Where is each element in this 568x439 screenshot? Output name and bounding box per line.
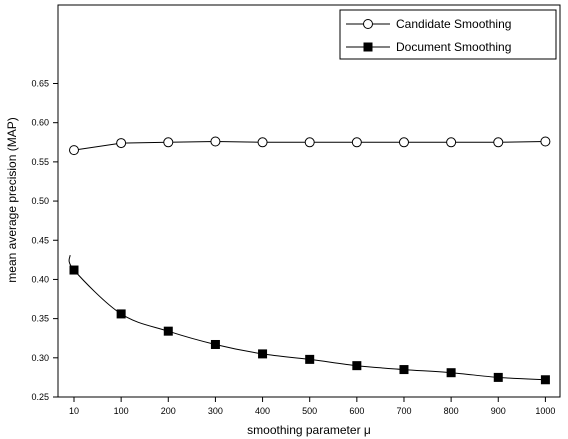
y-tick-label: 0.65	[31, 79, 49, 89]
document-smoothing-point	[399, 365, 409, 375]
x-axis-title: smoothing parameter μ	[247, 423, 371, 437]
x-tick-label: 600	[349, 406, 364, 416]
series-markers	[69, 136, 551, 385]
legend-marker-candidate	[363, 19, 373, 29]
candidate-smoothing-point	[540, 136, 551, 147]
x-tick-label: 400	[255, 406, 270, 416]
candidate-smoothing-point	[257, 137, 268, 148]
candidate-smoothing-point	[304, 137, 315, 148]
x-tick-label: 300	[208, 406, 223, 416]
y-tick-label: 0.60	[31, 118, 49, 128]
x-tick-label: 200	[161, 406, 176, 416]
y-axis-title: mean average precision (MAP)	[5, 117, 19, 282]
plot-frame	[57, 4, 561, 398]
y-tick-label: 0.30	[31, 353, 49, 363]
legend-box	[339, 9, 557, 60]
document-smoothing-point	[210, 339, 220, 349]
x-tick-label: 1000	[535, 406, 555, 416]
document-smoothing-point	[69, 265, 79, 275]
x-tick-label: 900	[491, 406, 506, 416]
legend-marker-document	[363, 42, 373, 52]
axis-ticks: 10 100 200 300 400 500 600 700 800 900 1000 0.25 0.3…	[31, 79, 555, 417]
document-smoothing-point	[116, 309, 126, 319]
candidate-smoothing-point	[493, 137, 504, 148]
y-tick-label: 0.25	[31, 392, 49, 402]
x-tick-label: 100	[114, 406, 129, 416]
y-tick-label: 0.55	[31, 157, 49, 167]
document-smoothing-point	[305, 354, 315, 364]
candidate-smoothing-point	[69, 145, 79, 156]
x-tick-label: 700	[396, 406, 411, 416]
series-curves	[68, 140, 546, 381]
candidate-smoothing-point	[446, 137, 457, 148]
candidate-smoothing-point	[398, 137, 409, 148]
document-smoothing-point	[540, 375, 550, 385]
document-smoothing-point	[493, 372, 503, 382]
legend-label-document: Document Smoothing	[396, 40, 511, 54]
candidate-smoothing-point	[163, 137, 174, 148]
y-tick-label: 0.40	[31, 274, 49, 284]
candidate-smoothing-point	[351, 137, 362, 148]
document-smoothing-point	[163, 326, 173, 336]
x-tick-label: 10	[69, 406, 79, 416]
document-smoothing-point	[258, 349, 268, 359]
candidate-smoothing-point	[210, 136, 221, 147]
y-tick-label: 0.45	[31, 235, 49, 245]
x-tick-label: 500	[302, 406, 317, 416]
candidate-smoothing-point	[116, 138, 127, 149]
document-smoothing-point	[352, 361, 362, 371]
x-tick-label: 800	[444, 406, 459, 416]
legend-label-candidate: Candidate Smoothing	[396, 17, 511, 31]
legend: Candidate Smoothing Document Smoothing	[339, 9, 557, 60]
y-tick-label: 0.35	[31, 314, 49, 324]
y-tick-label: 0.50	[31, 196, 49, 206]
document-smoothing-point	[446, 368, 456, 378]
